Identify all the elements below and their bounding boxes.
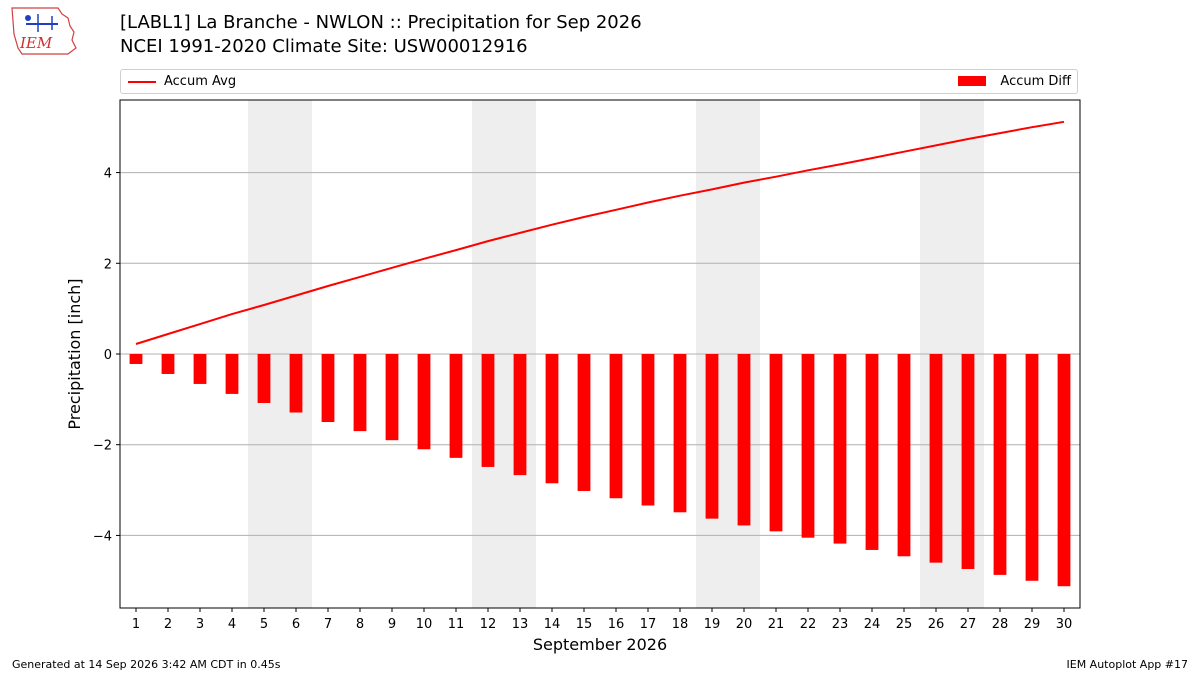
y-tick-label: −4 [93,529,112,544]
bar-accum-diff [705,354,719,519]
bar-accum-diff [513,354,527,476]
x-tick-label: 2 [164,617,172,632]
bar-accum-diff [225,354,239,394]
bar-accum-diff [673,354,687,513]
y-tick-label: −2 [93,439,112,454]
line-accum-avg [135,120,1065,345]
bar-accum-diff [257,354,271,403]
x-tick-label: 6 [292,617,300,632]
x-tick-label: 8 [356,617,364,632]
x-tick-label: 14 [544,617,561,632]
bar-accum-diff [353,354,367,432]
x-tick-label: 28 [992,617,1009,632]
x-tick-label: 21 [768,617,785,632]
x-tick-label: 13 [512,617,529,632]
bar-accum-diff [929,354,943,563]
generated-footer: Generated at 14 Sep 2026 3:42 AM CDT in … [12,658,281,671]
x-tick-label: 11 [448,617,465,632]
y-tick-label: 2 [104,257,112,272]
bar-accum-diff [1057,354,1071,587]
legend-bar-swatch [958,76,986,86]
x-tick-label: 19 [704,617,721,632]
x-tick-label: 25 [896,617,913,632]
y-tick-label: 4 [104,167,112,182]
bar-accum-diff [801,354,815,538]
bar-accum-diff [737,354,751,526]
y-axis-label: Precipitation [inch] [65,278,84,429]
x-tick-label: 16 [608,617,625,632]
bar-accum-diff [577,354,591,491]
bar-accum-diff [449,354,463,458]
bar-accum-diff [897,354,911,557]
x-tick-label: 15 [576,617,593,632]
bar-accum-diff [769,354,783,532]
bar-accum-diff [129,354,143,364]
x-tick-label: 18 [672,617,689,632]
iem-logo: IEM [11,7,77,55]
x-axis-label: September 2026 [533,635,667,654]
bar-accum-diff [865,354,879,550]
legend-bar-label: Accum Diff [1000,74,1071,89]
legend: Accum Avg Accum Diff [120,69,1078,94]
bar-accum-diff [833,354,847,544]
chart-title: [LABL1] La Branche - NWLON :: Precipitat… [120,12,642,33]
bar-accum-diff [193,354,207,384]
x-tick-label: 26 [928,617,945,632]
bar-accum-diff [417,354,431,450]
x-tick-label: 12 [480,617,497,632]
x-tick-label: 3 [196,617,204,632]
x-tick-label: 30 [1056,617,1073,632]
bar-accum-diff [1025,354,1039,581]
x-tick-label: 9 [388,617,396,632]
x-tick-label: 27 [960,617,977,632]
legend-line-swatch [128,81,156,83]
chart-subtitle: NCEI 1991-2020 Climate Site: USW00012916 [120,36,528,57]
x-tick-label: 20 [736,617,753,632]
x-tick-label: 10 [416,617,433,632]
bar-accum-diff [545,354,559,484]
x-tick-label: 23 [832,617,849,632]
app-footer: IEM Autoplot App #17 [1066,658,1189,671]
x-tick-label: 7 [324,617,332,632]
x-tick-label: 4 [228,617,236,632]
bar-accum-diff [609,354,623,499]
bar-accum-diff [161,354,175,374]
plot-frame [119,99,1081,609]
x-tick-label: 1 [132,617,140,632]
x-tick-label: 17 [640,617,657,632]
bar-accum-diff [641,354,655,506]
x-tick-label: 22 [800,617,817,632]
bar-accum-diff [385,354,399,441]
y-tick-label: 0 [104,348,112,363]
bar-accum-diff [993,354,1007,575]
bar-accum-diff [321,354,335,423]
x-tick-label: 29 [1024,617,1041,632]
bar-accum-diff [289,354,303,413]
x-tick-label: 5 [260,617,268,632]
logo-text: IEM [19,34,53,52]
legend-line-label: Accum Avg [164,74,237,89]
bar-accum-diff [481,354,495,467]
x-tick-label: 24 [864,617,881,632]
bar-accum-diff [961,354,975,569]
